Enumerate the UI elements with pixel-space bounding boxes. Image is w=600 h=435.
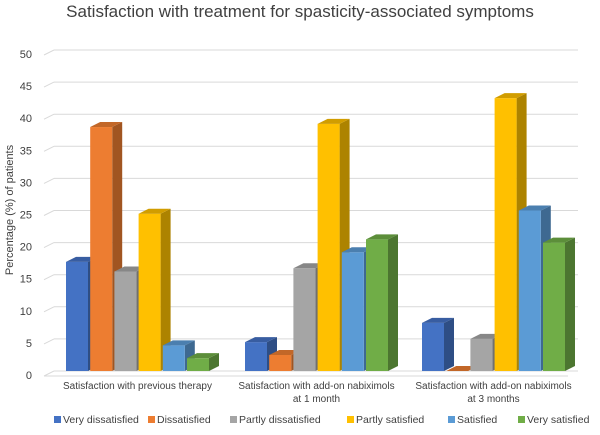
bar-front — [518, 210, 541, 371]
bar-top — [269, 349, 302, 355]
bar-front — [494, 98, 517, 372]
bar-front — [66, 261, 88, 371]
y-tick-label: 20 — [20, 242, 32, 254]
legend-swatch — [347, 416, 354, 423]
bar-front — [317, 123, 340, 371]
bar-top — [470, 333, 503, 339]
bar-side — [209, 353, 219, 371]
gridline-depth — [43, 370, 55, 377]
chart-title: Satisfaction with treatment for spastici… — [66, 2, 534, 21]
bar-front — [187, 358, 209, 371]
bar-top — [317, 118, 350, 124]
bar-front — [245, 342, 267, 371]
y-tick-label: 10 — [20, 306, 32, 318]
bar-top — [66, 256, 98, 262]
bar — [446, 366, 479, 371]
bars — [66, 93, 575, 372]
legend-label: Partly dissatisfied — [239, 414, 321, 426]
bar-top — [422, 317, 454, 323]
y-axis-label: Percentage (%) of patients — [4, 144, 16, 275]
category-label: Satisfaction with add-on nabiximols at 1 … — [238, 381, 394, 405]
bar-side — [160, 208, 171, 371]
legend-item: Satisfied — [448, 414, 497, 426]
gridline-depth — [43, 81, 55, 88]
bar-front — [470, 338, 493, 371]
bar-side — [388, 234, 398, 371]
legend-label: Partly satisfied — [356, 414, 424, 426]
bar-top — [114, 266, 147, 272]
y-tick-label: 50 — [20, 49, 32, 61]
gridline-depth — [43, 145, 55, 152]
gridline-depth — [43, 306, 55, 313]
y-tick-labels: 0 5 10 15 20 25 30 35 40 45 50 — [20, 49, 32, 382]
bar — [317, 118, 350, 371]
category-label: Satisfaction with previous therapy — [63, 381, 212, 392]
bar-top — [138, 208, 171, 214]
legend-label: Very dissatisfied — [63, 414, 139, 426]
legend-swatch — [148, 416, 155, 423]
legend-item: Partly dissatisfied — [230, 414, 321, 426]
bar-front — [138, 213, 161, 371]
bar-side — [565, 237, 575, 371]
legend-item: Very dissatisfied — [54, 414, 139, 426]
bar-top — [494, 93, 527, 99]
legend-item: Dissatisfied — [148, 414, 211, 426]
y-tick-label: 35 — [20, 145, 32, 157]
bar-top — [245, 337, 277, 343]
bar-side — [444, 317, 454, 371]
y-tick-label: 30 — [20, 177, 32, 189]
gridline-depth — [43, 210, 55, 216]
bar-front — [293, 268, 316, 371]
bar-top — [518, 205, 551, 211]
bar-front — [543, 242, 565, 371]
category-labels: Satisfaction with previous therapy Satisf… — [63, 381, 572, 405]
category-label: Satisfaction with add-on nabiximols at 3 … — [415, 381, 571, 405]
bar — [366, 234, 398, 371]
bar-front — [90, 127, 113, 371]
gridline-depth — [43, 242, 55, 249]
legend-swatch — [448, 416, 455, 423]
gridline-depth — [43, 274, 55, 281]
bar-top — [293, 263, 326, 269]
gridline-depth — [43, 113, 55, 120]
bar — [543, 237, 575, 371]
legend-label: Dissatisfied — [157, 414, 211, 426]
bar — [187, 353, 219, 371]
bar-top — [341, 247, 374, 253]
y-tick-label: 0 — [26, 370, 32, 382]
bar-top — [162, 340, 195, 346]
legend-swatch — [518, 416, 525, 423]
bar-front — [341, 252, 364, 371]
legend: Very dissatisfied Dissatisfied Partly diss… — [54, 414, 590, 426]
bar-front — [269, 354, 292, 371]
legend-swatch — [230, 416, 237, 423]
bar-front — [366, 239, 388, 371]
bar — [422, 317, 454, 371]
legend-item: Partly satisfied — [347, 414, 424, 426]
legend-label: Very satisfied — [527, 414, 590, 426]
bar — [138, 208, 171, 371]
bar-top — [90, 122, 123, 128]
bar-top — [366, 234, 398, 240]
legend-swatch — [54, 416, 61, 423]
gridline-depth — [43, 177, 55, 184]
bar-top — [446, 366, 479, 371]
bar-front — [114, 271, 137, 371]
gridline-depth — [43, 338, 55, 345]
y-tick-label: 25 — [20, 210, 32, 222]
legend-item: Very satisfied — [518, 414, 590, 426]
bar-front — [162, 345, 185, 371]
y-tick-label: 45 — [20, 81, 32, 93]
y-tick-label: 15 — [20, 274, 32, 286]
bar-front — [422, 322, 444, 371]
bar-top — [187, 353, 219, 359]
legend-label: Satisfied — [457, 414, 497, 426]
bar-top — [543, 237, 575, 243]
y-tick-label: 40 — [20, 113, 32, 125]
gridline-depth — [43, 49, 55, 56]
y-tick-label: 5 — [26, 338, 32, 350]
